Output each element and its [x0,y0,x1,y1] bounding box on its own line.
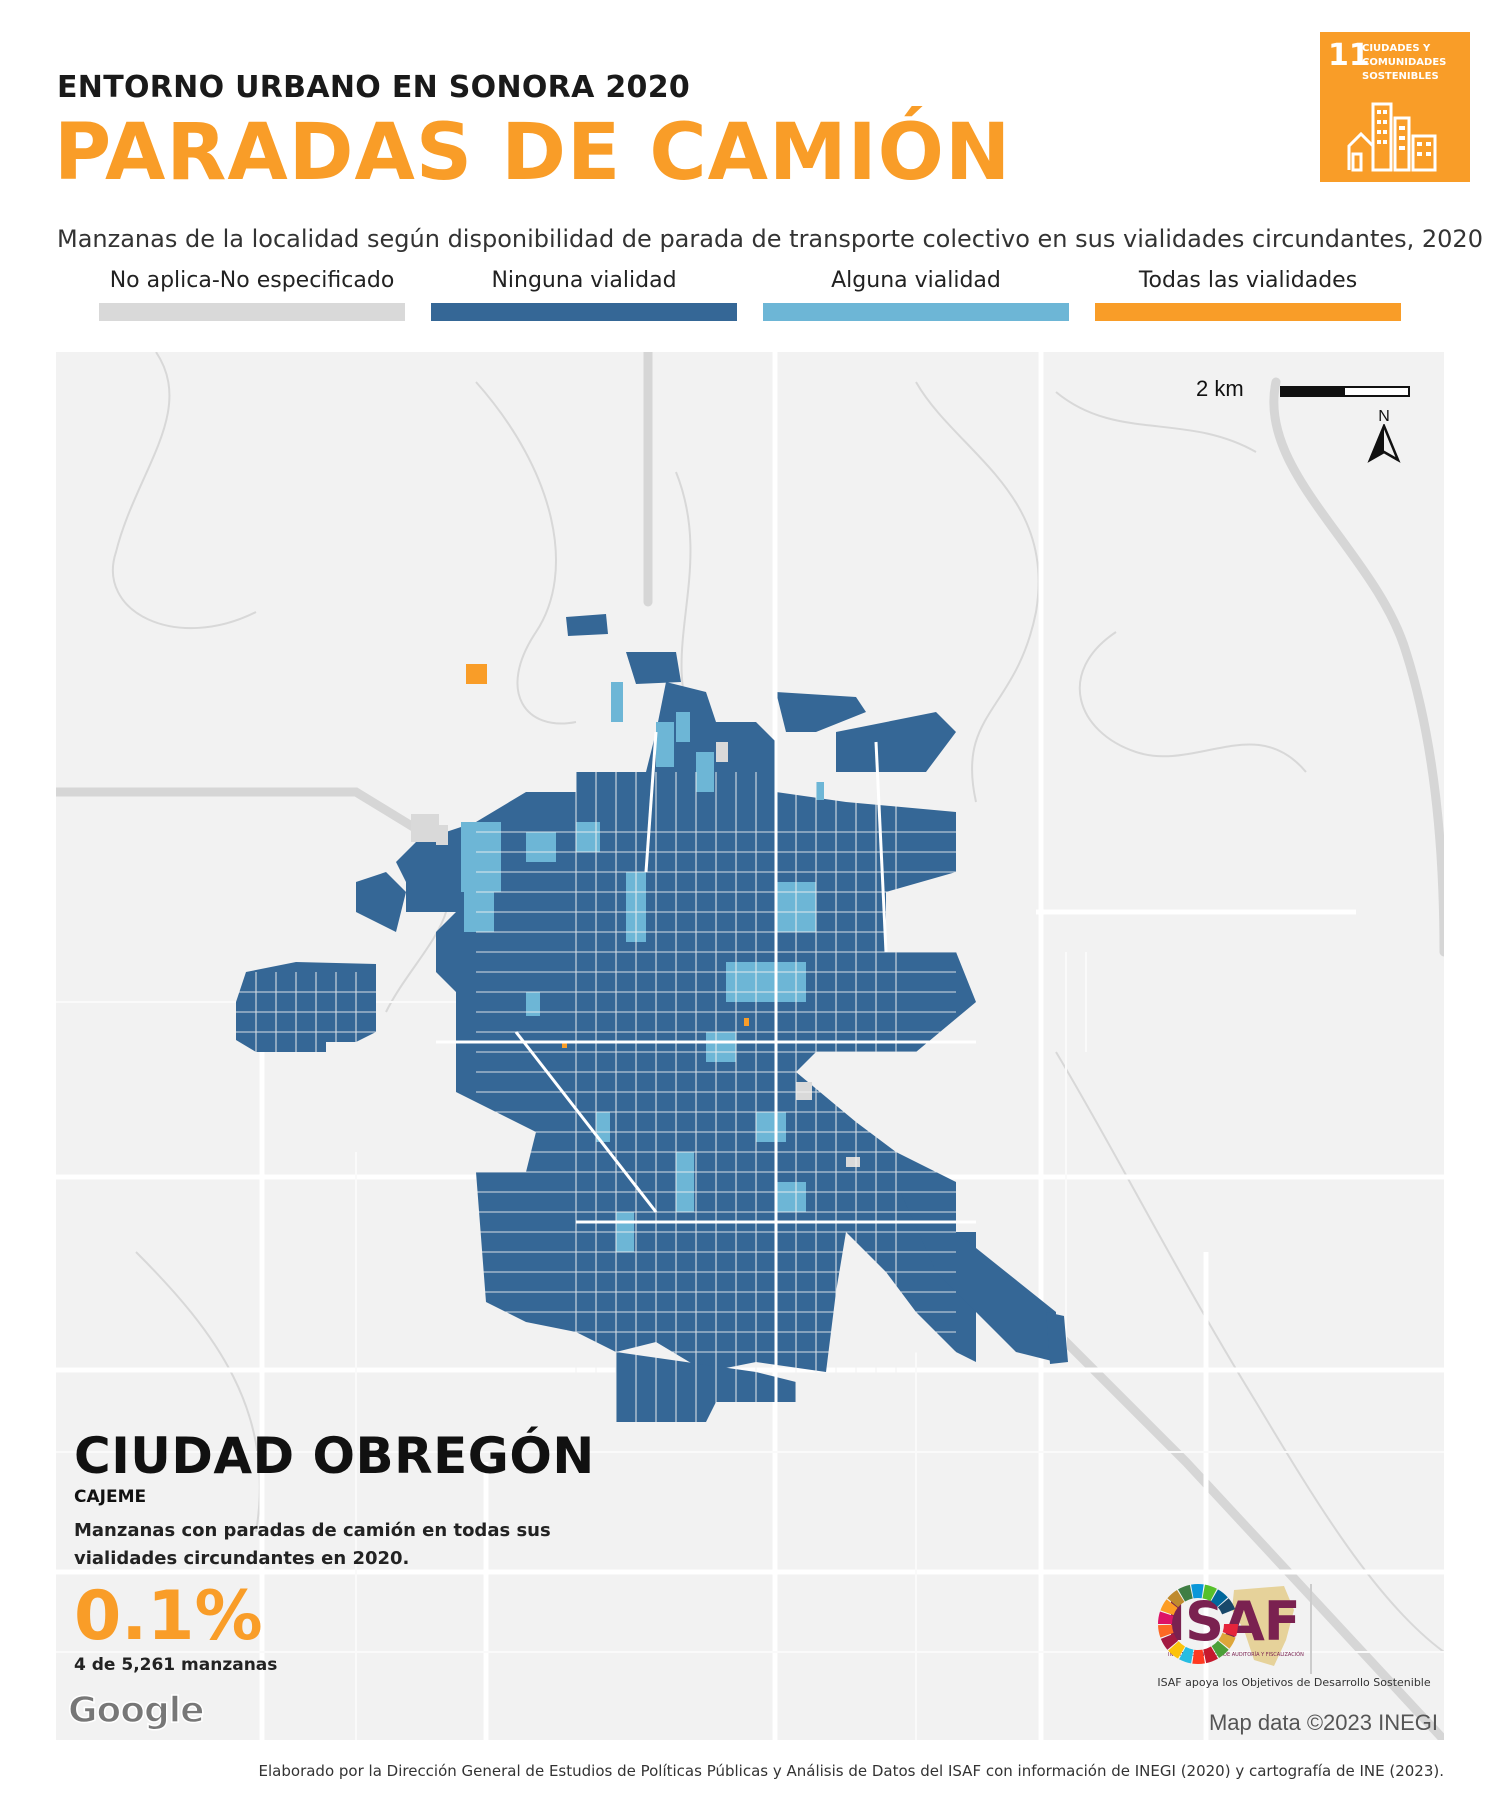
sdg-11-badge: 11 CIUDADES Y COMUNIDADES SOSTENIBLES [1320,32,1470,182]
northeast-blocks [836,712,956,772]
street-grid [236,772,956,1422]
legend-swatch [431,303,737,321]
legend-label: Todas las vialidades [1138,268,1358,293]
legend-item-no-aplica: No aplica-No especificado [99,268,405,321]
map[interactable]: 2 km N CIUDAD OBREGÓN CAJEME Manzanas co… [56,352,1444,1740]
logo-divider [1310,1584,1312,1674]
legend-label: Alguna vialidad [831,268,1001,293]
isaf-caption: ISAF apoya los Objetivos de Desarrollo S… [1157,1676,1431,1689]
google-logo: Google [67,1689,205,1732]
scale-label: 2 km [1196,376,1244,401]
legend-label: Ninguna vialidad [491,268,677,293]
isaf-logo-block: ISAF INSTITUTO SUPERIOR DE AUDITORÍA Y F… [1154,1580,1434,1690]
supertitle: ENTORNO URBANO EN SONORA 2020 [57,70,691,105]
page-title: PARADAS DE CAMIÓN [54,108,1012,198]
legend-item-ninguna: Ninguna vialidad [431,268,737,321]
northwest-blocks [356,872,406,932]
north-arrow: N [1364,408,1404,464]
city-name: CIUDAD OBREGÓN [74,1427,595,1485]
scale-graphic [1280,386,1410,397]
city-arterials [436,692,976,1412]
footer-credits: Elaborado por la Dirección General de Es… [258,1762,1444,1780]
alguna-vialidad-blocks [461,682,824,1252]
sonora-silhouette-icon [1232,1586,1294,1666]
south-blocks [616,1352,796,1422]
rivers [111,352,1444,1653]
legend-item-alguna: Alguna vialidad [763,268,1069,321]
block-count: 4 de 5,261 manzanas [74,1655,278,1675]
legend-item-todas: Todas las vialidades [1095,268,1401,321]
sdg-text: CIUDADES Y COMUNIDADES SOSTENIBLES [1362,43,1447,82]
city-description: Manzanas con paradas de camión en todas … [74,1520,551,1569]
city-card: CIUDAD OBREGÓN CAJEME Manzanas con parad… [74,1427,634,1675]
subtitle: Manzanas de la localidad según disponibi… [57,225,1483,253]
isaf-fullname: INSTITUTO SUPERIOR DE AUDITORÍA Y FISCAL… [1168,1652,1304,1658]
legend-swatch [763,303,1069,321]
municipality-name: CAJEME [74,1487,147,1507]
sdg-wheel-icon [1158,1584,1238,1664]
legend-swatch [99,303,405,321]
minor-roads [56,952,1444,1740]
city-buildings-icon [1347,102,1437,172]
southeast-blocks [896,1182,1056,1362]
north-blocks [776,692,866,732]
sdg-number: 11 [1328,38,1370,73]
north-label: N [1378,408,1390,425]
west-blocks [236,962,376,1052]
no-aplica-blocks [411,742,860,1167]
southeast-strip [1046,1312,1068,1364]
legend: No aplica-No especificado Ninguna vialid… [0,268,1500,328]
urban-blocks [236,614,1068,1422]
north-arrow-icon [1367,424,1401,463]
percentage-value: 0.1% [74,1577,263,1656]
north-isolated-blocks [626,652,681,684]
todas-vialidades-blocks [466,664,749,1048]
north-isolated-blocks-2 [566,614,608,636]
scale-bar: 2 km [1196,374,1416,404]
city-core-blocks [396,682,976,1372]
legend-swatch [1095,303,1401,321]
legend-label: No aplica-No especificado [109,268,395,293]
map-attribution: Map data ©2023 INEGI [1208,1710,1438,1735]
